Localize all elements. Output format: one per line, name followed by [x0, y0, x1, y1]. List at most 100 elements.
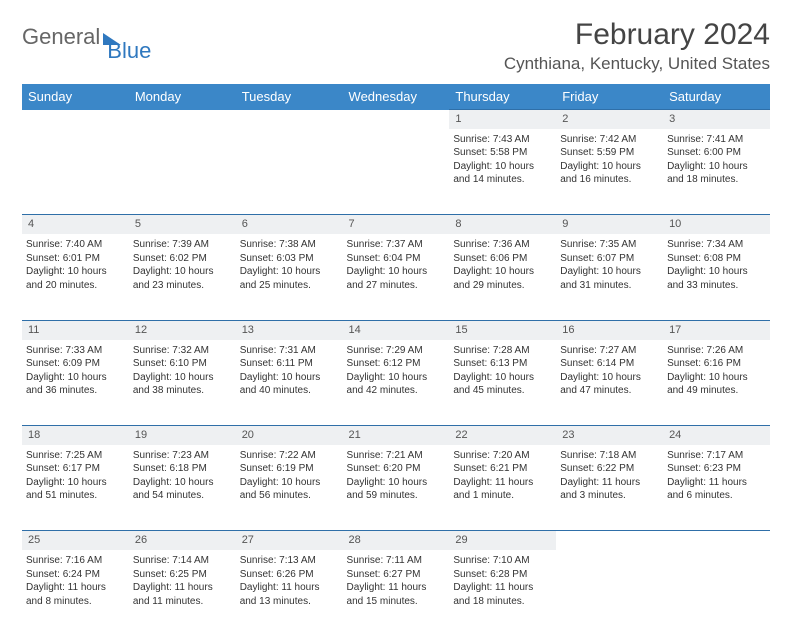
day-number-cell: 29	[449, 531, 556, 550]
day-detail-cell: Sunrise: 7:10 AMSunset: 6:28 PMDaylight:…	[449, 550, 556, 636]
day-number-cell: 18	[22, 426, 129, 445]
sunrise-text: Sunrise: 7:25 AM	[26, 449, 125, 463]
day-number-cell: 9	[556, 215, 663, 234]
daylight-text-2: and 3 minutes.	[560, 489, 659, 503]
daylight-text-2: and 49 minutes.	[667, 384, 766, 398]
day-number-cell: 5	[129, 215, 236, 234]
sunset-text: Sunset: 6:21 PM	[453, 462, 552, 476]
week-detail-row: Sunrise: 7:40 AMSunset: 6:01 PMDaylight:…	[22, 234, 770, 320]
daylight-text-2: and 45 minutes.	[453, 384, 552, 398]
week-detail-row: Sunrise: 7:25 AMSunset: 6:17 PMDaylight:…	[22, 445, 770, 531]
sunset-text: Sunset: 6:17 PM	[26, 462, 125, 476]
daylight-text-2: and 8 minutes.	[26, 595, 125, 609]
daylight-text-2: and 23 minutes.	[133, 279, 232, 293]
daynum-row: 11121314151617	[22, 320, 770, 339]
weekday-header: Saturday	[663, 84, 770, 110]
sunrise-text: Sunrise: 7:27 AM	[560, 344, 659, 358]
daylight-text-1: Daylight: 10 hours	[560, 371, 659, 385]
sunrise-text: Sunrise: 7:20 AM	[453, 449, 552, 463]
week-detail-row: Sunrise: 7:16 AMSunset: 6:24 PMDaylight:…	[22, 550, 770, 636]
day-number-cell: 16	[556, 320, 663, 339]
day-number-cell: 1	[449, 110, 556, 129]
day-number-cell: 26	[129, 531, 236, 550]
daylight-text-1: Daylight: 10 hours	[453, 160, 552, 174]
daynum-row: 45678910	[22, 215, 770, 234]
daylight-text-2: and 56 minutes.	[240, 489, 339, 503]
day-detail-cell: Sunrise: 7:14 AMSunset: 6:25 PMDaylight:…	[129, 550, 236, 636]
sunset-text: Sunset: 6:00 PM	[667, 146, 766, 160]
day-detail-cell: Sunrise: 7:21 AMSunset: 6:20 PMDaylight:…	[343, 445, 450, 531]
daylight-text-1: Daylight: 10 hours	[347, 371, 446, 385]
daylight-text-2: and 27 minutes.	[347, 279, 446, 293]
sunset-text: Sunset: 6:16 PM	[667, 357, 766, 371]
day-detail-cell: Sunrise: 7:35 AMSunset: 6:07 PMDaylight:…	[556, 234, 663, 320]
calendar-table: Sunday Monday Tuesday Wednesday Thursday…	[22, 84, 770, 636]
day-detail-cell	[556, 550, 663, 636]
day-number-cell: 4	[22, 215, 129, 234]
day-detail-cell	[22, 129, 129, 215]
sunset-text: Sunset: 5:58 PM	[453, 146, 552, 160]
daylight-text-1: Daylight: 10 hours	[667, 265, 766, 279]
title-block: February 2024 Cynthiana, Kentucky, Unite…	[504, 18, 770, 74]
daylight-text-2: and 6 minutes.	[667, 489, 766, 503]
day-detail-cell	[663, 550, 770, 636]
daylight-text-1: Daylight: 10 hours	[560, 160, 659, 174]
brand-logo: General Blue	[22, 24, 151, 50]
day-detail-cell: Sunrise: 7:26 AMSunset: 6:16 PMDaylight:…	[663, 340, 770, 426]
calendar-body: 123Sunrise: 7:43 AMSunset: 5:58 PMDaylig…	[22, 110, 770, 636]
sunrise-text: Sunrise: 7:32 AM	[133, 344, 232, 358]
daynum-row: 123	[22, 110, 770, 129]
day-detail-cell: Sunrise: 7:28 AMSunset: 6:13 PMDaylight:…	[449, 340, 556, 426]
daylight-text-2: and 25 minutes.	[240, 279, 339, 293]
day-number-cell: 13	[236, 320, 343, 339]
sunrise-text: Sunrise: 7:14 AM	[133, 554, 232, 568]
day-number-cell	[556, 531, 663, 550]
day-detail-cell: Sunrise: 7:36 AMSunset: 6:06 PMDaylight:…	[449, 234, 556, 320]
week-detail-row: Sunrise: 7:33 AMSunset: 6:09 PMDaylight:…	[22, 340, 770, 426]
day-detail-cell: Sunrise: 7:25 AMSunset: 6:17 PMDaylight:…	[22, 445, 129, 531]
day-detail-cell: Sunrise: 7:42 AMSunset: 5:59 PMDaylight:…	[556, 129, 663, 215]
brand-part1: General	[22, 24, 100, 50]
day-detail-cell: Sunrise: 7:17 AMSunset: 6:23 PMDaylight:…	[663, 445, 770, 531]
daylight-text-1: Daylight: 10 hours	[26, 265, 125, 279]
day-detail-cell	[343, 129, 450, 215]
day-number-cell	[22, 110, 129, 129]
daylight-text-2: and 40 minutes.	[240, 384, 339, 398]
day-number-cell: 15	[449, 320, 556, 339]
day-number-cell: 23	[556, 426, 663, 445]
day-number-cell: 19	[129, 426, 236, 445]
day-detail-cell: Sunrise: 7:16 AMSunset: 6:24 PMDaylight:…	[22, 550, 129, 636]
sunrise-text: Sunrise: 7:26 AM	[667, 344, 766, 358]
daynum-row: 18192021222324	[22, 426, 770, 445]
sunset-text: Sunset: 6:12 PM	[347, 357, 446, 371]
daylight-text-1: Daylight: 10 hours	[26, 371, 125, 385]
daylight-text-1: Daylight: 10 hours	[26, 476, 125, 490]
day-number-cell: 27	[236, 531, 343, 550]
day-detail-cell: Sunrise: 7:37 AMSunset: 6:04 PMDaylight:…	[343, 234, 450, 320]
sunrise-text: Sunrise: 7:39 AM	[133, 238, 232, 252]
day-detail-cell	[129, 129, 236, 215]
sunset-text: Sunset: 6:19 PM	[240, 462, 339, 476]
daylight-text-1: Daylight: 11 hours	[453, 581, 552, 595]
day-number-cell: 10	[663, 215, 770, 234]
day-number-cell	[663, 531, 770, 550]
daylight-text-2: and 13 minutes.	[240, 595, 339, 609]
day-detail-cell: Sunrise: 7:18 AMSunset: 6:22 PMDaylight:…	[556, 445, 663, 531]
sunrise-text: Sunrise: 7:37 AM	[347, 238, 446, 252]
daylight-text-1: Daylight: 10 hours	[453, 265, 552, 279]
sunrise-text: Sunrise: 7:10 AM	[453, 554, 552, 568]
brand-part2: Blue	[107, 38, 151, 64]
sunrise-text: Sunrise: 7:11 AM	[347, 554, 446, 568]
sunrise-text: Sunrise: 7:17 AM	[667, 449, 766, 463]
day-detail-cell: Sunrise: 7:38 AMSunset: 6:03 PMDaylight:…	[236, 234, 343, 320]
sunset-text: Sunset: 5:59 PM	[560, 146, 659, 160]
day-number-cell: 28	[343, 531, 450, 550]
month-title: February 2024	[504, 18, 770, 52]
daylight-text-1: Daylight: 11 hours	[453, 476, 552, 490]
daylight-text-1: Daylight: 11 hours	[133, 581, 232, 595]
sunset-text: Sunset: 6:11 PM	[240, 357, 339, 371]
day-number-cell: 22	[449, 426, 556, 445]
day-detail-cell: Sunrise: 7:20 AMSunset: 6:21 PMDaylight:…	[449, 445, 556, 531]
sunrise-text: Sunrise: 7:42 AM	[560, 133, 659, 147]
day-number-cell: 12	[129, 320, 236, 339]
